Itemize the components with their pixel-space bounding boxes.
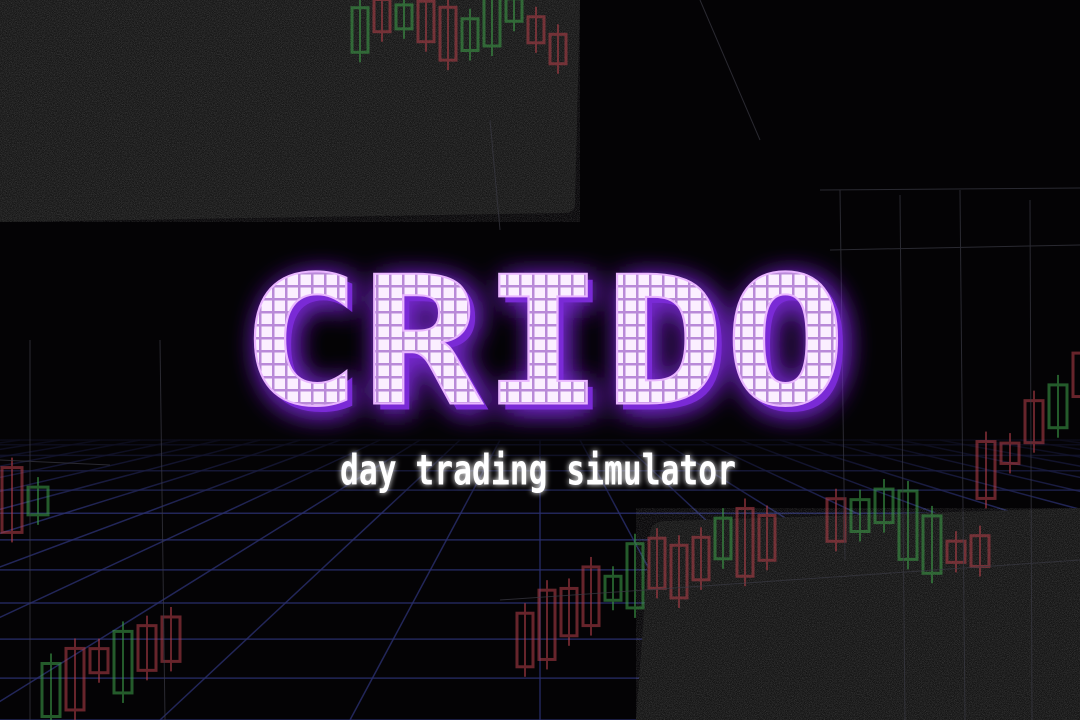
candle-body (945, 539, 967, 564)
candle-body (0, 466, 24, 534)
candle-body (515, 611, 535, 669)
wire-line (839, 189, 846, 561)
candle-body (581, 565, 601, 628)
candle-body (1047, 383, 1069, 430)
wire-line (959, 189, 966, 720)
wire-line (1029, 199, 1033, 720)
wire-line (159, 339, 166, 720)
candle-body (88, 647, 110, 675)
candle-body (713, 516, 733, 561)
candle-body (647, 536, 667, 590)
candle-body (625, 542, 645, 610)
candle-body (64, 646, 86, 712)
candle-body (1071, 351, 1080, 399)
subtitle: day trading simulator (340, 446, 736, 495)
candle-body (40, 661, 62, 719)
candle-body (691, 535, 711, 582)
logo-shadow: CRIDO (246, 245, 852, 452)
candle-body (26, 485, 50, 517)
candle-body (438, 5, 458, 62)
candle-body (999, 441, 1021, 465)
candle-body (1023, 399, 1045, 445)
candle-body (504, 0, 524, 23)
wire-line (489, 119, 501, 231)
candle-body (849, 498, 871, 533)
candle-body (460, 17, 480, 53)
candle-body (873, 487, 895, 525)
candle-body (548, 32, 568, 66)
logo: CRIDO CRIDO (239, 238, 852, 452)
candle-body (526, 15, 546, 45)
candle-body (825, 497, 847, 543)
candle-body (603, 574, 623, 602)
panel-bottom-right (636, 508, 1080, 720)
wire-line (829, 244, 1080, 251)
wire-line (0, 459, 111, 466)
candle-body (921, 514, 943, 575)
panel-top-left (0, 0, 580, 222)
candle-body (669, 543, 689, 600)
candle-body (757, 513, 777, 562)
candle-body (735, 506, 755, 578)
wire-line (499, 559, 1080, 601)
candle-body (559, 586, 579, 638)
wire-line (819, 187, 1080, 191)
candle-body (350, 6, 370, 54)
candle-body (975, 440, 997, 500)
candle-body (394, 3, 414, 31)
candle-body (482, 0, 502, 48)
wire-line (899, 194, 906, 720)
candle-body (136, 624, 158, 672)
logo-title: CRIDO (240, 239, 846, 446)
candle-body (372, 0, 392, 34)
wire-line (699, 0, 761, 141)
candle-body (112, 629, 134, 695)
candle-body (537, 588, 557, 661)
candle-body (416, 0, 436, 44)
candle-body (160, 615, 182, 663)
candle-body (897, 489, 919, 561)
